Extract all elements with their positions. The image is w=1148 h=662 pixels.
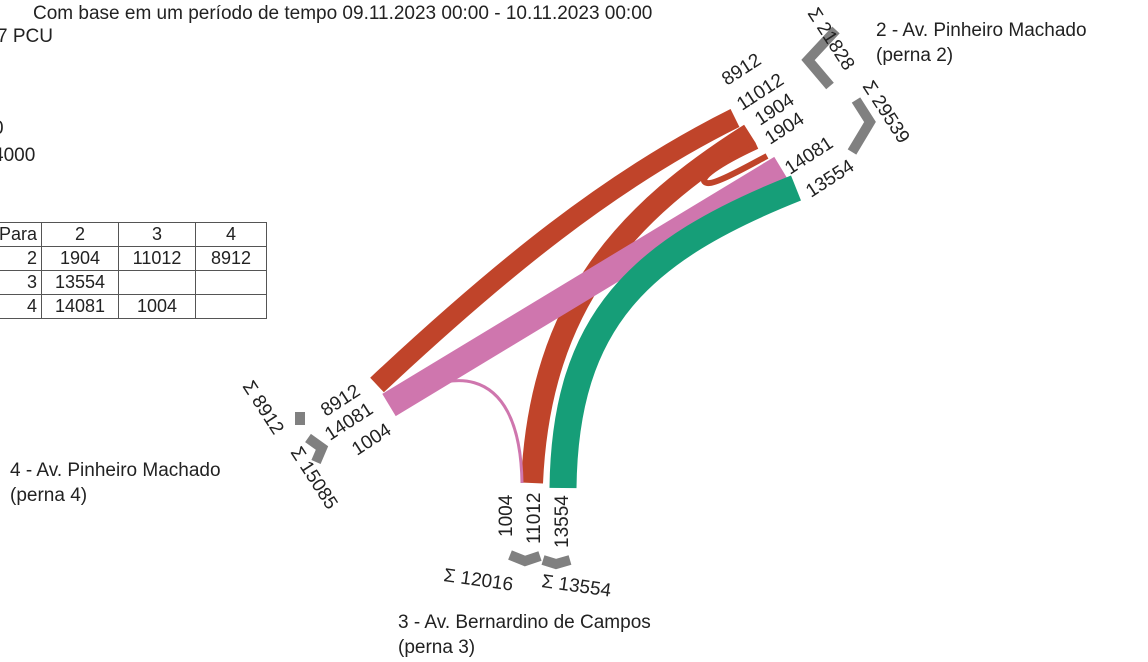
flow-band-4-to-3 <box>392 379 524 484</box>
leg3-sum-in: Σ 13554 <box>540 571 613 602</box>
leg2-in-arrow-icon <box>847 97 876 155</box>
leg3-flow-labels: 1004 11012 13554 <box>496 493 573 548</box>
table-cell: 11012 <box>118 246 196 271</box>
flow-label: 11012 <box>524 493 545 544</box>
table-cell: 1004 <box>118 294 196 319</box>
unit-text: 7 PCU <box>0 26 53 47</box>
leg2-out-arrow-icon <box>801 26 840 90</box>
table-cell <box>118 270 196 295</box>
leg4-sum-out: Σ 8912 <box>238 377 288 438</box>
leg2-sub: (perna 2) <box>876 45 954 66</box>
table-cell: 14081 <box>41 294 119 319</box>
leg2-name: 2 - Av. Pinheiro Machado <box>876 20 1087 41</box>
leg3-sum-out: Σ 12016 <box>442 565 514 596</box>
leg3-in-arrow-icon <box>541 555 572 570</box>
flow-band-3-to-2 <box>549 175 801 489</box>
table-cell <box>195 294 267 319</box>
leg4-in-arrow-icon <box>305 433 329 464</box>
od-matrix-table: Para 2 3 4 2 1904 11012 8912 3 13554 4 1… <box>0 222 267 319</box>
period-text: Com base em um período de tempo 09.11.20… <box>33 3 653 24</box>
table-row-header: 2 <box>0 246 42 271</box>
flow-band-2-to-4 <box>370 109 740 393</box>
table-header-row: Para 2 3 4 <box>0 222 267 247</box>
flow-band-4-to-2 <box>382 156 788 417</box>
table-row-header: 4 <box>0 294 42 319</box>
leg4-flow-labels: 8912 14081 1004 <box>317 381 395 461</box>
leg4-sub: (perna 4) <box>10 485 88 506</box>
leg4-sum-in: Σ 15085 <box>286 443 342 513</box>
table-cell <box>195 270 267 295</box>
leg-arrows <box>295 26 876 570</box>
leg4-name: 4 - Av. Pinheiro Machado <box>10 460 221 481</box>
flow-bands <box>370 109 801 489</box>
legend-min-value: 0 <box>0 118 4 140</box>
leg3-out-arrow-icon <box>508 550 542 567</box>
flow-band-2-to-2 <box>701 143 769 187</box>
table-row: 2 1904 11012 8912 <box>0 246 267 271</box>
leg3-sub: (perna 3) <box>398 637 476 658</box>
table-cell: 8912 <box>195 246 267 271</box>
table-header-cell: 2 <box>41 222 119 247</box>
legend-max-value: 4000 <box>0 145 36 166</box>
flow-label: 1004 <box>496 494 517 537</box>
leg3-name: 3 - Av. Bernardino de Campos <box>398 612 651 633</box>
table-cell: 13554 <box>41 270 119 295</box>
table-row: 4 14081 1004 <box>0 294 267 319</box>
table-corner-cell: Para <box>0 222 42 247</box>
flow-label: 13554 <box>552 495 573 548</box>
table-row: 3 13554 <box>0 270 267 295</box>
